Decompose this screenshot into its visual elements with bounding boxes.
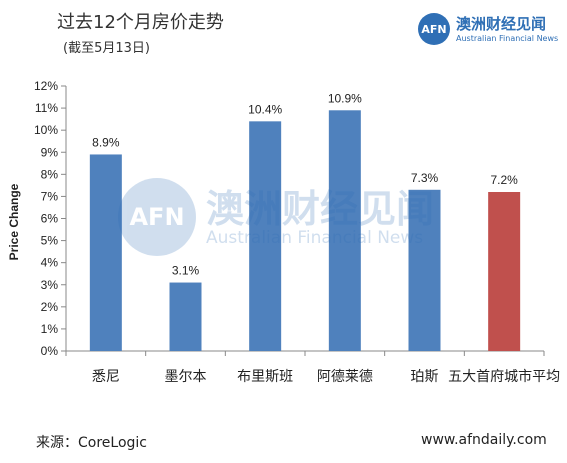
data-label: 7.2%: [490, 173, 518, 187]
bar: [249, 121, 282, 351]
y-tick-label: 7%: [41, 189, 59, 203]
y-tick-label: 0%: [41, 344, 59, 358]
data-label: 7.3%: [411, 171, 439, 185]
bar: [89, 154, 122, 351]
afn-logo-mark: AFN: [418, 13, 450, 45]
bar: [488, 192, 521, 351]
bar-chart: 0% 1% 2% 3% 4% 5% 6% 7% 8% 9% 10% 11% 12% 8.9% 悉尼 3.1% 墨…: [34, 79, 560, 385]
source-note: 来源：CoreLogic: [36, 435, 147, 451]
data-label: 10.4%: [248, 102, 282, 116]
chart-title: 过去12个月房价走势: [57, 12, 224, 33]
afn-logo: AFN 澳洲财经见闻 Australian Financial News: [418, 13, 558, 49]
category-label: 悉尼: [92, 369, 120, 385]
y-tick-label: 10%: [34, 123, 58, 137]
y-tick-label: 6%: [41, 212, 59, 226]
y-tick-label: 5%: [41, 234, 59, 248]
afn-logo-name-en: Australian Financial News: [456, 34, 559, 43]
chart-subtitle: (截至5月13日): [63, 41, 150, 56]
website-url: www.afndaily.com: [421, 432, 547, 448]
data-label: 8.9%: [92, 135, 120, 149]
category-label: 布里斯班: [237, 369, 293, 385]
category-label: 五大首府城市平均: [448, 368, 560, 385]
y-tick-label: 9%: [41, 145, 59, 159]
bar: [328, 110, 361, 352]
y-tick-label: 1%: [41, 322, 59, 336]
category-label: 墨尔本: [165, 369, 207, 385]
data-label: 10.9%: [328, 91, 362, 105]
y-tick-label: 12%: [34, 79, 58, 93]
category-label: 阿德莱德: [317, 369, 373, 385]
y-tick-label: 3%: [41, 278, 59, 292]
bar: [169, 282, 202, 351]
y-tick-label: 4%: [41, 256, 59, 270]
category-label: 珀斯: [411, 369, 439, 385]
data-label: 3.1%: [172, 264, 200, 278]
y-tick-label: 8%: [41, 167, 59, 181]
afn-logo-name-cn: 澳洲财经见闻: [456, 15, 547, 33]
y-tick-label: 11%: [35, 101, 58, 115]
bar: [408, 189, 441, 351]
y-tick-label: 2%: [41, 300, 59, 314]
